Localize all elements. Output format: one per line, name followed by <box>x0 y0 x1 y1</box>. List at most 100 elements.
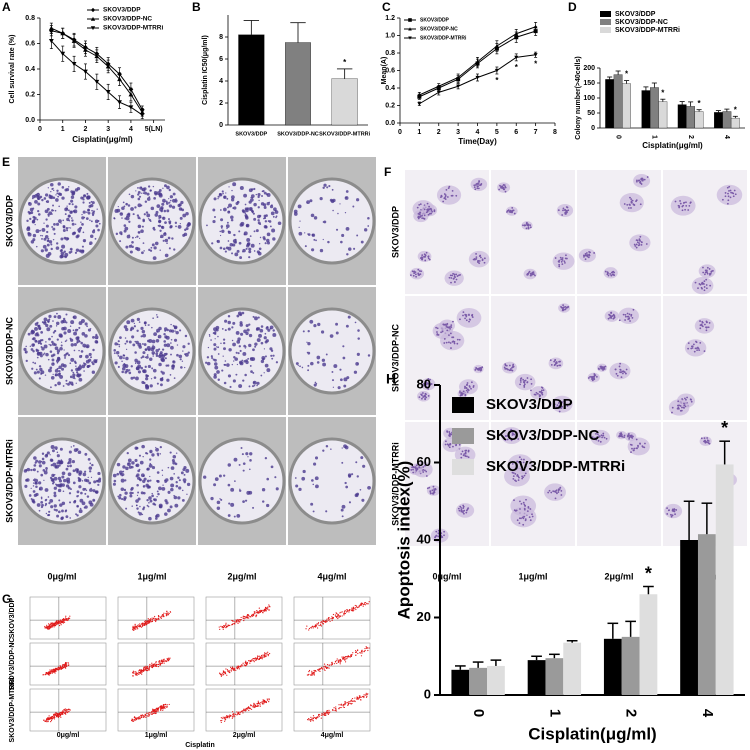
event <box>338 661 339 662</box>
colony <box>158 487 162 491</box>
colony <box>243 462 246 465</box>
cell <box>697 287 699 289</box>
cell <box>704 286 706 288</box>
cell <box>471 315 473 317</box>
cell <box>424 256 426 258</box>
colony <box>162 217 165 220</box>
cell <box>609 315 611 317</box>
colony <box>91 210 93 212</box>
colony <box>142 226 144 228</box>
x-tick-label: 0 <box>38 126 42 133</box>
colony <box>97 479 101 483</box>
cell <box>478 180 480 182</box>
colony <box>87 365 90 368</box>
cell <box>460 457 462 459</box>
event <box>132 675 133 676</box>
colony <box>28 211 30 213</box>
event <box>319 716 320 717</box>
colony <box>308 330 310 332</box>
colony <box>117 463 120 466</box>
cell <box>520 381 522 383</box>
colony <box>152 243 155 246</box>
cell <box>556 365 558 367</box>
cell <box>689 202 691 204</box>
point <box>49 26 54 30</box>
event <box>317 716 318 717</box>
cell <box>446 323 448 325</box>
cell <box>589 376 591 378</box>
colony <box>45 499 47 501</box>
event <box>221 675 222 676</box>
event <box>240 665 241 666</box>
colony <box>142 355 145 358</box>
event <box>223 625 224 626</box>
column-label: 2μg/ml <box>227 571 256 581</box>
event <box>47 626 48 627</box>
event <box>160 710 161 711</box>
cell <box>565 254 567 256</box>
event <box>362 603 363 604</box>
cell <box>433 490 435 492</box>
event <box>132 720 133 721</box>
event <box>149 665 150 666</box>
event <box>159 706 160 707</box>
cell <box>559 361 561 363</box>
colony <box>25 479 28 482</box>
event <box>133 630 134 631</box>
colony <box>246 248 248 250</box>
event <box>147 713 148 714</box>
cell <box>415 273 417 275</box>
cell <box>465 453 467 455</box>
colony <box>27 232 30 235</box>
colony <box>261 195 263 197</box>
cell <box>459 318 461 320</box>
cell <box>635 200 637 202</box>
event <box>325 666 326 667</box>
colony <box>125 337 127 339</box>
row-label: SKOV3/DDP <box>4 195 14 247</box>
colony <box>74 205 77 208</box>
cell <box>641 244 643 246</box>
cell <box>448 326 450 328</box>
event <box>327 713 328 714</box>
cell <box>701 324 703 326</box>
event <box>268 604 269 605</box>
cell <box>506 365 508 367</box>
colony <box>131 466 134 469</box>
event <box>319 671 320 672</box>
colony <box>148 365 151 368</box>
colony <box>81 214 82 215</box>
event <box>133 673 134 674</box>
colony <box>59 461 62 464</box>
colony <box>357 475 359 477</box>
colony <box>151 207 154 210</box>
colony <box>276 361 278 363</box>
event <box>331 616 332 617</box>
event <box>258 703 259 704</box>
event <box>139 718 140 719</box>
cell <box>624 319 626 321</box>
cell <box>620 371 622 373</box>
colony <box>95 238 97 240</box>
colony <box>222 328 224 330</box>
event <box>53 672 54 673</box>
colony <box>56 190 58 192</box>
colony <box>69 220 70 221</box>
cell <box>562 309 564 311</box>
colony <box>226 363 230 367</box>
colony <box>222 193 224 195</box>
cell <box>624 203 626 205</box>
cell <box>462 451 464 453</box>
cell <box>704 350 706 352</box>
event <box>159 663 160 664</box>
colony <box>158 218 160 220</box>
cell <box>561 214 563 216</box>
cell <box>694 351 696 353</box>
event <box>258 705 259 706</box>
event <box>48 623 49 624</box>
colony <box>33 485 35 487</box>
colony <box>223 475 225 477</box>
event <box>60 715 61 716</box>
cell <box>530 275 532 277</box>
cell <box>612 274 614 276</box>
